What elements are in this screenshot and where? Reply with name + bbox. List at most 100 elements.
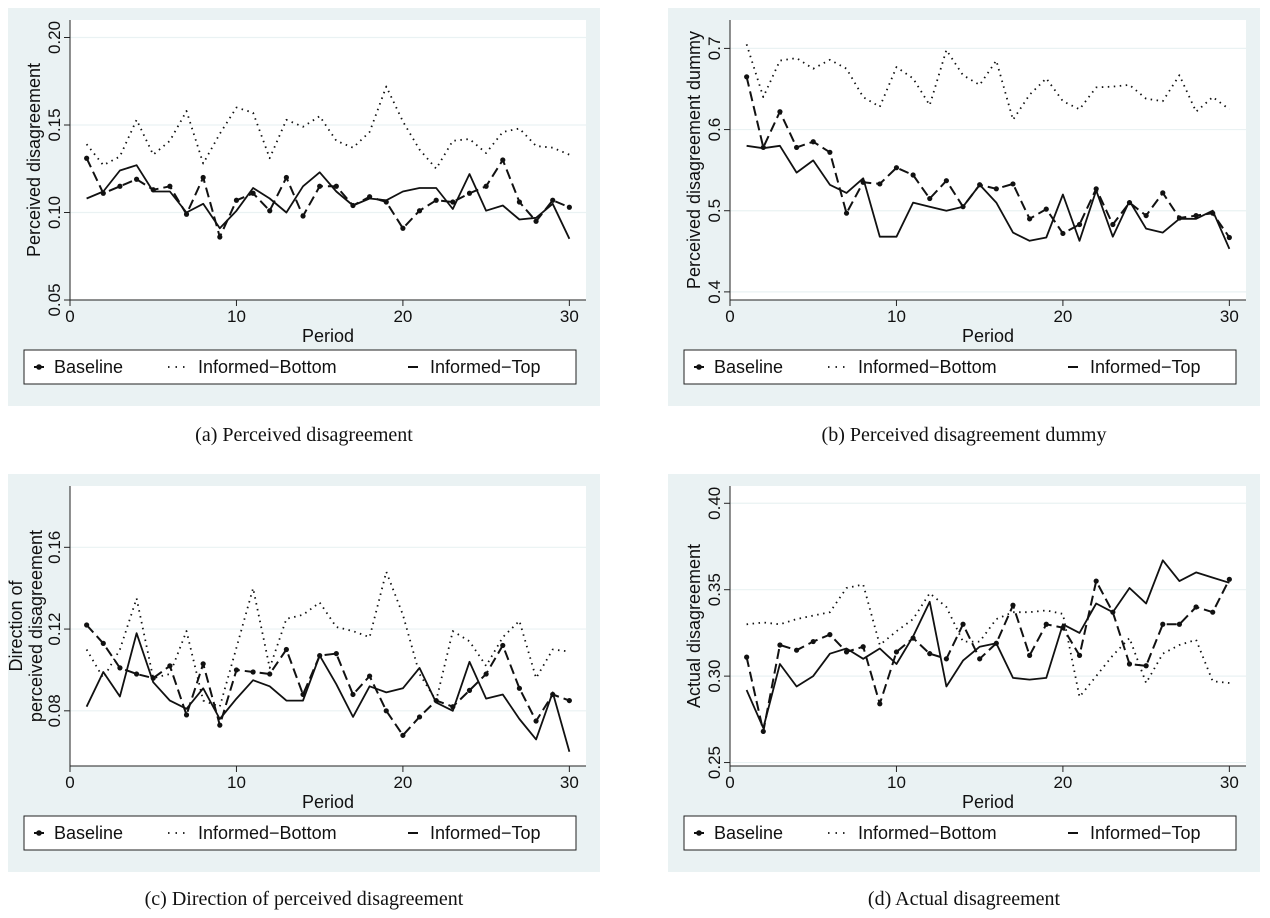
data-point bbox=[927, 195, 933, 202]
data-point bbox=[550, 197, 556, 203]
y-tick-label: 0.6 bbox=[705, 118, 724, 142]
data-point bbox=[416, 208, 423, 214]
y-axis-title: Perceived disagreement bbox=[24, 63, 44, 257]
chart-panel-a: 0.05 0.10 0.15 0.20 0 10 20 30 Period Perceived d… bbox=[8, 8, 600, 406]
chart-b-svg: 0.4 0.5 0.6 0.7 0 10 20 30 Period Perceived disag… bbox=[668, 8, 1260, 406]
y-tick-label: 0.30 bbox=[705, 660, 724, 693]
legend-label: Informed−Bottom bbox=[858, 823, 997, 843]
x-tick-label: 0 bbox=[65, 307, 74, 326]
data-point bbox=[1210, 609, 1216, 615]
data-point bbox=[777, 109, 783, 115]
data-point bbox=[977, 656, 983, 662]
data-point bbox=[744, 74, 750, 80]
data-point bbox=[1226, 234, 1232, 241]
data-point bbox=[960, 621, 966, 627]
data-point bbox=[793, 144, 800, 151]
x-tick-label: 10 bbox=[887, 773, 906, 792]
data-point bbox=[1060, 230, 1066, 237]
data-point bbox=[233, 197, 240, 203]
legend-label: Informed−Top bbox=[430, 823, 541, 843]
data-point bbox=[167, 663, 173, 669]
x-tick-label: 20 bbox=[393, 773, 412, 792]
data-point bbox=[943, 656, 949, 662]
plot-area bbox=[730, 486, 1246, 766]
y-tick-label: 0.25 bbox=[705, 746, 724, 779]
data-point bbox=[450, 199, 456, 205]
data-point bbox=[533, 718, 539, 724]
data-point bbox=[500, 642, 506, 649]
x-tick-label: 0 bbox=[725, 307, 734, 326]
x-axis-title: Period bbox=[302, 792, 354, 812]
data-point bbox=[1043, 621, 1049, 627]
y-axis-title: Perceived disagreement dummy bbox=[684, 31, 704, 289]
y-tick-label: 0.40 bbox=[705, 487, 724, 520]
y-tick-label: 0.15 bbox=[45, 108, 64, 141]
legend-label: Baseline bbox=[54, 823, 123, 843]
data-point bbox=[1093, 578, 1099, 584]
data-point bbox=[516, 685, 523, 691]
data-point bbox=[1093, 186, 1099, 192]
legend-box bbox=[23, 815, 577, 851]
data-point bbox=[943, 178, 949, 184]
y-tick-label: 0.08 bbox=[45, 694, 64, 727]
legend-label: Informed−Bottom bbox=[198, 357, 337, 377]
y-tick-label: 0.16 bbox=[45, 531, 64, 564]
data-point bbox=[133, 671, 140, 677]
chart-d-svg: 0.25 0.30 0.35 0.40 0 10 20 30 Period Actual disa… bbox=[668, 474, 1260, 872]
data-point bbox=[117, 665, 123, 671]
data-point bbox=[383, 708, 389, 714]
caption-a: (a) Perceived disagreement bbox=[195, 424, 413, 446]
data-point bbox=[1226, 576, 1232, 582]
chart-panel-c: 0.08 0.12 0.16 0 10 20 30 Period Direction of per… bbox=[8, 474, 600, 872]
data-point bbox=[910, 172, 916, 178]
data-point bbox=[1193, 212, 1199, 219]
x-tick-label: 0 bbox=[65, 773, 74, 792]
data-point bbox=[1010, 602, 1016, 608]
legend-label: Informed−Top bbox=[430, 357, 541, 377]
data-point bbox=[1010, 181, 1016, 187]
legend-label: Informed−Top bbox=[1090, 357, 1201, 377]
data-point bbox=[1176, 621, 1183, 627]
data-point bbox=[400, 225, 406, 231]
data-point bbox=[183, 211, 190, 217]
x-tick-label: 30 bbox=[560, 307, 579, 326]
legend-label: Informed−Top bbox=[1090, 823, 1201, 843]
plot-area bbox=[730, 20, 1246, 300]
legend-box bbox=[683, 815, 1237, 851]
data-point bbox=[1110, 221, 1116, 228]
series-line bbox=[85, 632, 571, 752]
chart-panel-d: 0.25 0.30 0.35 0.40 0 10 20 30 Period Actual disa… bbox=[668, 474, 1260, 872]
data-point bbox=[1027, 216, 1033, 222]
y-tick-label: 0.7 bbox=[705, 37, 724, 61]
legend-label: Baseline bbox=[714, 823, 783, 843]
data-point bbox=[267, 671, 273, 677]
data-point bbox=[1143, 663, 1149, 669]
x-tick-label: 0 bbox=[725, 773, 734, 792]
plot-area bbox=[70, 20, 586, 300]
chart-c-svg: 0.08 0.12 0.16 0 10 20 30 Period Direction of per… bbox=[8, 474, 600, 872]
caption-b: (b) Perceived disagreement dummy bbox=[821, 424, 1107, 446]
series-line bbox=[86, 164, 571, 240]
data-point bbox=[566, 697, 572, 704]
series-line bbox=[745, 44, 1230, 121]
data-point bbox=[1043, 206, 1049, 212]
series-line bbox=[745, 76, 1231, 239]
data-point bbox=[466, 190, 473, 196]
x-axis-title: Period bbox=[962, 792, 1014, 812]
data-point bbox=[1160, 190, 1166, 196]
data-point bbox=[483, 183, 489, 189]
data-point bbox=[400, 732, 406, 738]
legend-key-marker bbox=[36, 830, 42, 836]
y-tick-label: 0.05 bbox=[45, 283, 64, 316]
series-line bbox=[745, 578, 1231, 733]
data-point bbox=[744, 654, 750, 660]
legend-key-marker bbox=[696, 830, 702, 836]
x-tick-label: 20 bbox=[1053, 773, 1072, 792]
data-point bbox=[827, 632, 833, 638]
x-tick-label: 30 bbox=[560, 773, 579, 792]
chart-a-svg: 0.05 0.10 0.15 0.20 0 10 20 30 Period Perceived d… bbox=[8, 8, 600, 406]
data-point bbox=[1160, 621, 1166, 627]
data-point bbox=[860, 644, 866, 650]
y-tick-label: 0.35 bbox=[705, 573, 724, 606]
data-point bbox=[760, 728, 766, 735]
